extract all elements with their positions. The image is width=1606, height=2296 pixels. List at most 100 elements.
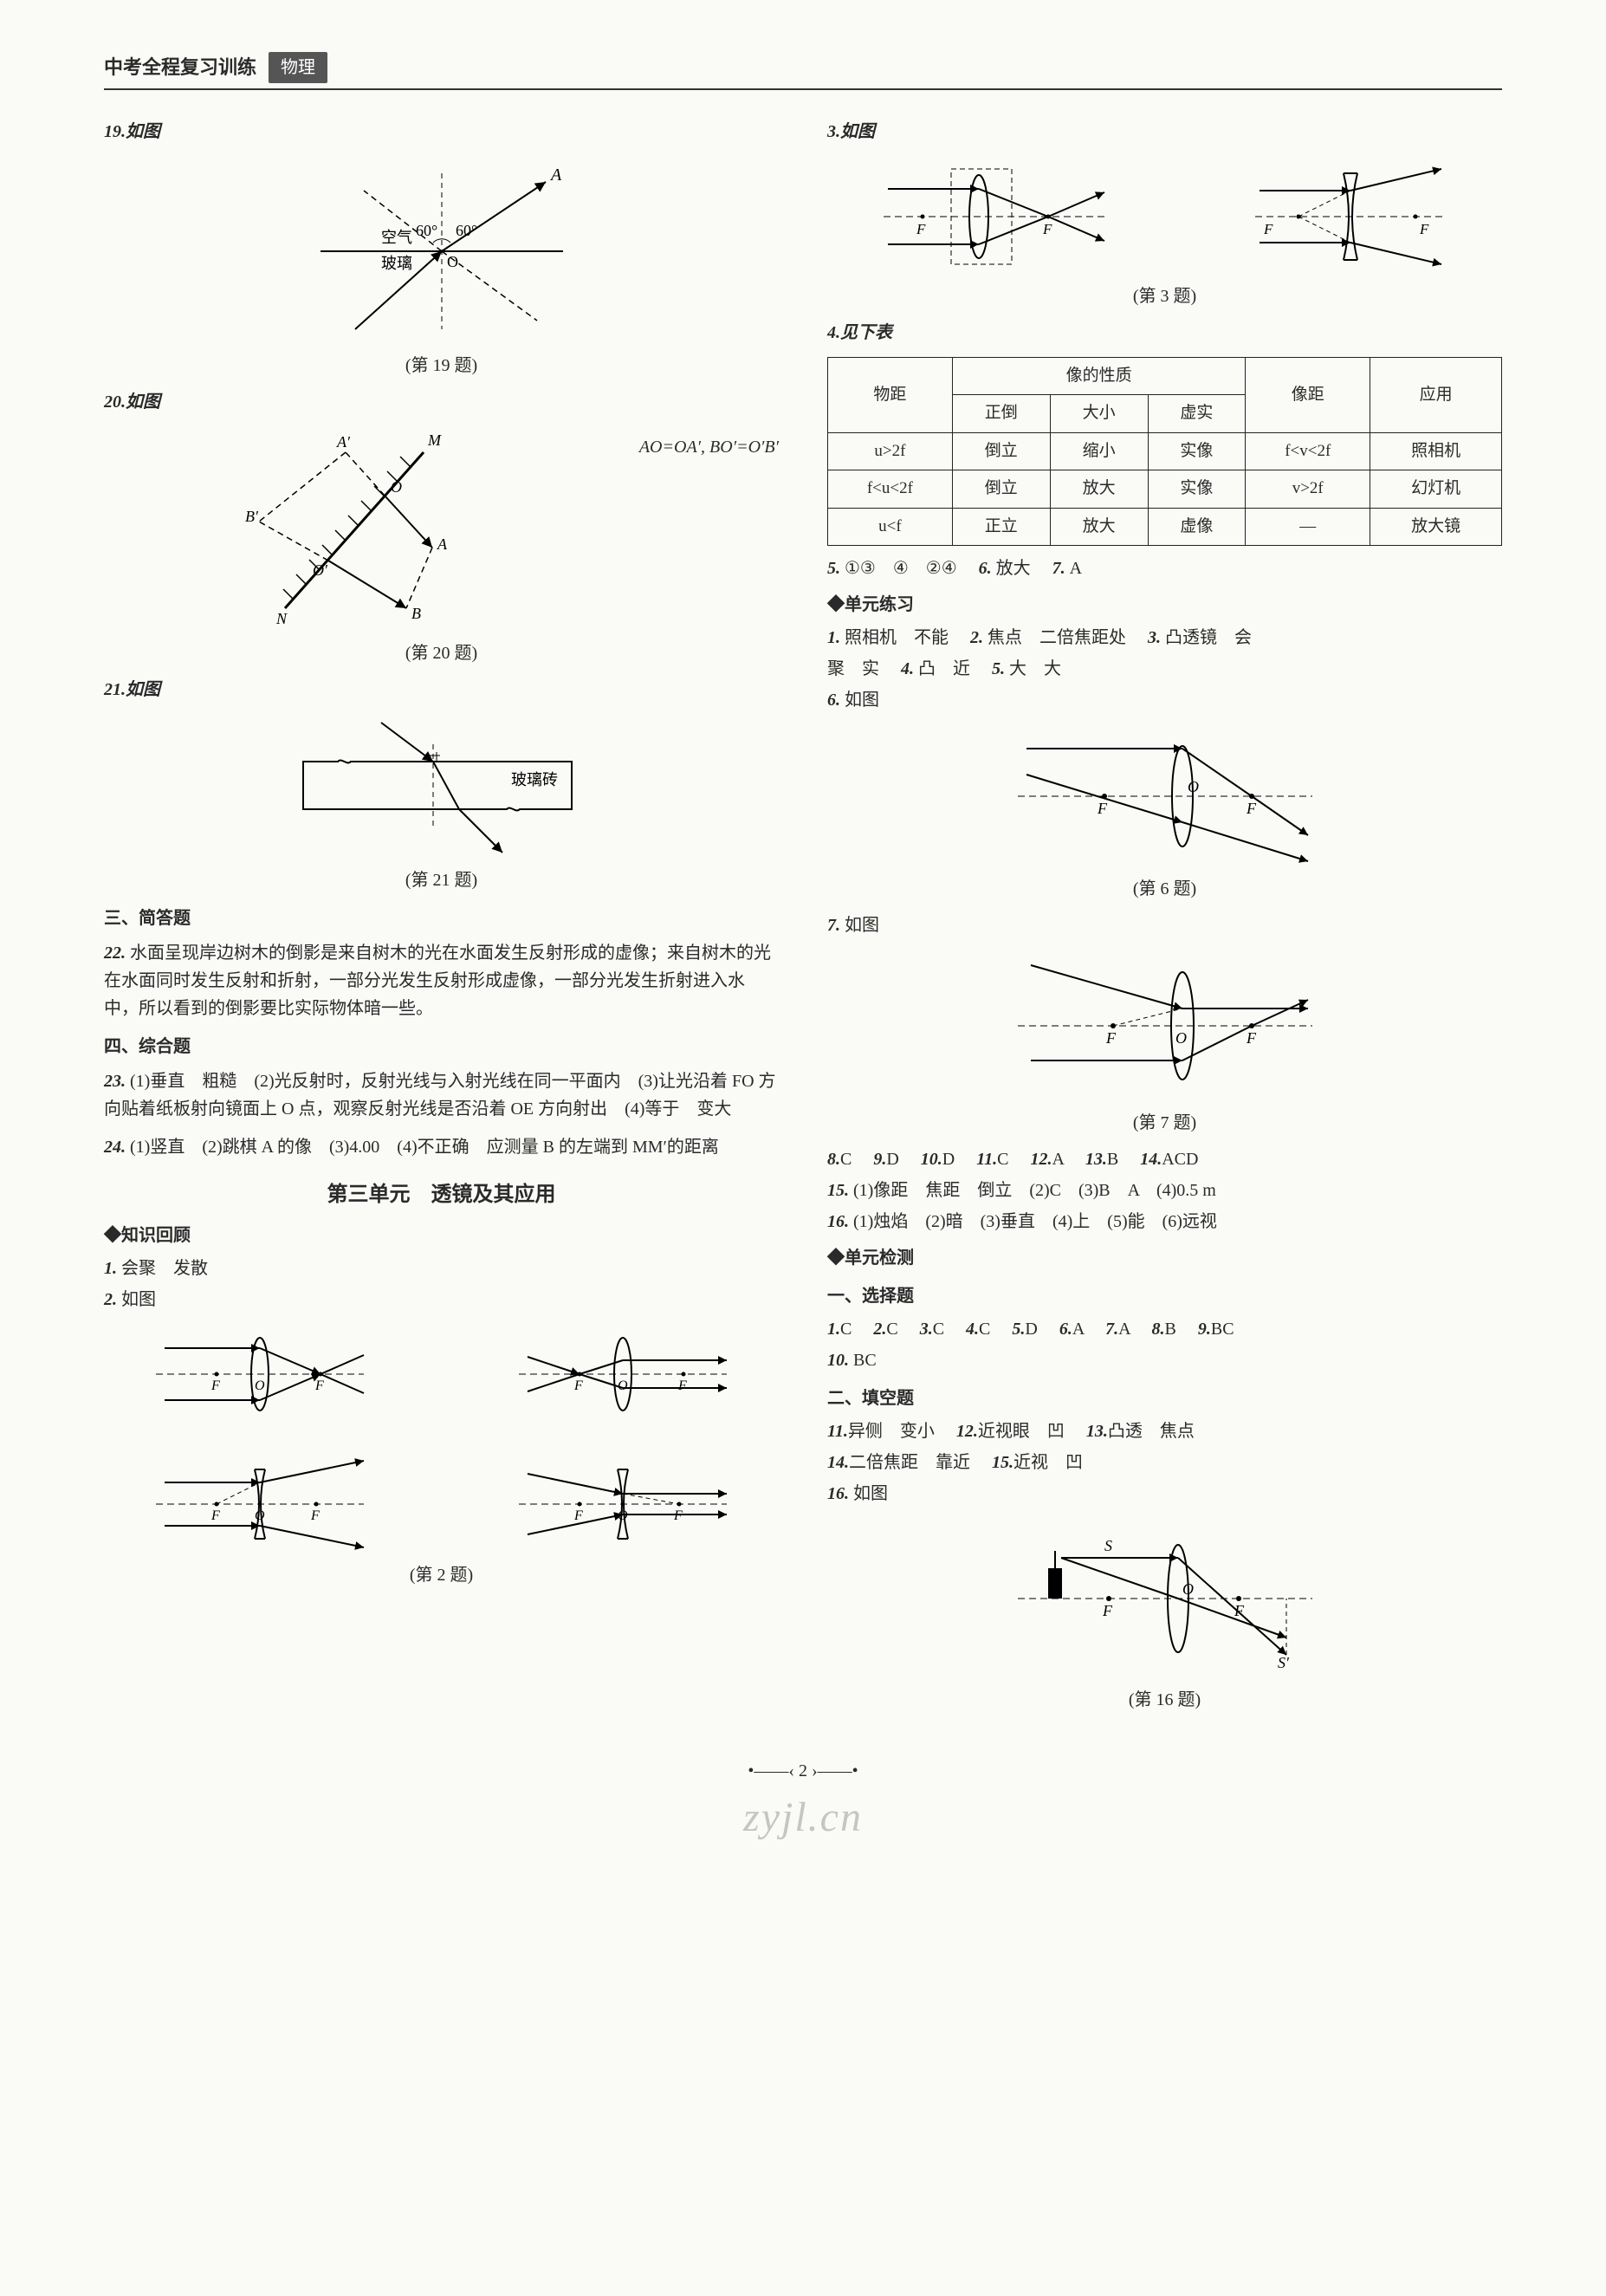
table-row: f<u<2f 倒立 放大 实像 v>2f 幻灯机: [828, 470, 1502, 508]
page-footer: •——‹ 2 ›——• zyjl.cn: [104, 1757, 1502, 1852]
practice-15: 15. (1)像距 焦距 倒立 (2)C (3)B A (4)0.5 m: [827, 1177, 1502, 1204]
practice-6: 6. 如图: [827, 686, 1502, 714]
svg-text:O: O: [618, 1378, 628, 1393]
svg-text:O: O: [255, 1508, 265, 1523]
figure-20: M N A A′ B B′ O O′ AO=OA′, BO′=O′B′ (第 2…: [104, 426, 779, 667]
problem-3: 3.如图: [827, 118, 1502, 146]
figure-21: 玻璃砖 (第 21 题): [104, 714, 779, 894]
svg-text:F: F: [1097, 800, 1108, 817]
practice-16: 16. (1)烛焰 (2)暗 (3)垂直 (4)上 (5)能 (6)远视: [827, 1208, 1502, 1236]
problem-24-label: 24.: [104, 1138, 126, 1157]
practice-line-1: 1. 照相机 不能 2. 焦点 二倍焦距处 3. 凸透镜 会: [827, 624, 1502, 652]
problem-3-label: 3.如图: [827, 122, 875, 141]
problem-21-label: 21.如图: [104, 680, 160, 699]
problem-20-note: AO=OA′, BO′=O′B′: [639, 426, 779, 461]
figure-20-caption: (第 20 题): [104, 639, 779, 667]
svg-text:玻璃砖: 玻璃砖: [511, 771, 558, 788]
left-column: 19.如图 60° 60° 空气 玻璃 O A (第 19 题): [104, 111, 779, 1722]
table-row: u<f 正立 放大 虚像 — 放大镜: [828, 508, 1502, 545]
figure-2b-svg: F O F: [510, 1322, 735, 1426]
section-4-heading: 四、综合题: [104, 1033, 779, 1060]
svg-text:F: F: [573, 1378, 583, 1393]
svg-text:O: O: [255, 1378, 265, 1393]
problem-20: 20.如图: [104, 388, 779, 416]
figure-2-caption: (第 2 题): [104, 1561, 779, 1589]
problem-20-label: 20.如图: [104, 392, 160, 412]
problem-23-text: (1)垂直 粗糙 (2)光反射时，反射光线与入射光线在同一平面内 (3)让光沿着…: [104, 1072, 776, 1119]
label-glass: 玻璃: [381, 255, 412, 272]
svg-text:S′: S′: [1278, 1654, 1290, 1671]
watermark: zyjl.cn: [104, 1785, 1502, 1852]
svg-text:F: F: [310, 1508, 320, 1523]
svg-text:A′: A′: [336, 433, 351, 451]
knowledge-2: 2. 如图: [104, 1286, 779, 1313]
figure-3-caption: (第 3 题): [827, 282, 1502, 310]
th-upright: 正倒: [952, 395, 1050, 432]
unit-3-title: 第三单元 透镜及其应用: [104, 1178, 779, 1211]
problem-4: 4.见下表: [827, 319, 1502, 347]
figure-19: 60° 60° 空气 玻璃 O A (第 19 题): [104, 156, 779, 379]
table-row: u>2f 倒立 缩小 实像 f<v<2f 照相机: [828, 432, 1502, 470]
label-O: O: [447, 253, 458, 270]
answers-5-7: 5. ①③ ④ ②④ 6. 放大 7. A: [827, 555, 1502, 582]
problem-21: 21.如图: [104, 676, 779, 704]
svg-text:F: F: [1234, 1602, 1245, 1619]
svg-text:F: F: [1102, 1602, 1113, 1619]
problem-19-label: 19.如图: [104, 122, 160, 141]
svg-text:F: F: [1246, 800, 1257, 817]
problem-19: 19.如图: [104, 118, 779, 146]
problem-22-text: 水面呈现岸边树木的倒影是来自树木的光在水面发生反射形成的虚像；来自树木的光在水面…: [104, 944, 771, 1018]
figure-7-caption: (第 7 题): [827, 1109, 1502, 1137]
svg-text:F: F: [1263, 221, 1273, 237]
svg-text:F: F: [916, 221, 926, 237]
svg-text:F: F: [1042, 221, 1052, 237]
section-3-heading: 三、简答题: [104, 905, 779, 932]
test-sec2-heading: 二、填空题: [827, 1385, 1502, 1412]
test-fill-line2: 14.二倍焦距 靠近 15.近视 凹: [827, 1449, 1502, 1476]
book-title: 中考全程复习训练: [104, 52, 256, 82]
problem-22-label: 22.: [104, 944, 126, 963]
angle-60-2: 60°: [456, 222, 477, 239]
practice-line-2: 聚 实 4. 凸 近 5. 大 大: [827, 655, 1502, 683]
test-16: 16. 如图: [827, 1480, 1502, 1508]
unit-practice-heading: ◆单元练习: [827, 591, 1502, 619]
svg-text:F: F: [210, 1508, 220, 1523]
angle-60-1: 60°: [416, 222, 437, 239]
figure-21-svg: 玻璃砖: [286, 714, 598, 861]
svg-text:B′: B′: [245, 508, 259, 525]
figure-16: S F O F S′ (第 16 题): [827, 1516, 1502, 1714]
svg-text:F: F: [1246, 1029, 1257, 1047]
svg-text:O: O: [1182, 1580, 1194, 1598]
figure-6-svg: F O F: [1009, 723, 1321, 870]
problem-24-text: (1)竖直 (2)跳棋 A 的像 (3)4.00 (4)不正确 应测量 B 的左…: [130, 1138, 719, 1157]
figure-16-caption: (第 16 题): [827, 1686, 1502, 1714]
problem-23-label: 23.: [104, 1072, 126, 1091]
figure-21-caption: (第 21 题): [104, 866, 779, 894]
svg-text:O: O: [391, 478, 402, 496]
figure-2c-svg: F O F: [147, 1452, 372, 1556]
label-A: A: [549, 165, 562, 185]
svg-text:F: F: [1105, 1029, 1117, 1047]
test-mc-line1: 1.C 2.C 3.C 4.C 5.D 6.A 7.A 8.B 9.BC: [827, 1315, 1502, 1343]
th-object-dist: 物距: [828, 358, 953, 433]
figure-2d-svg: F O F: [510, 1452, 735, 1556]
svg-text:F: F: [314, 1378, 324, 1393]
practice-8-14: 8.C 9.D 10.D 11.C 12.A 13.B 14.ACD: [827, 1145, 1502, 1173]
th-realvirtual: 虚实: [1148, 395, 1246, 432]
problem-22: 22. 水面呈现岸边树木的倒影是来自树木的光在水面发生反射形成的虚像；来自树木的…: [104, 939, 779, 1022]
knowledge-review-heading: ◆知识回顾: [104, 1222, 779, 1249]
unit-test-heading: ◆单元检测: [827, 1244, 1502, 1272]
figure-3b-svg: F F: [1247, 156, 1454, 277]
th-image-props: 像的性质: [952, 358, 1246, 395]
problem-23: 23. (1)垂直 粗糙 (2)光反射时，反射光线与入射光线在同一平面内 (3)…: [104, 1067, 779, 1123]
svg-text:S: S: [1104, 1537, 1112, 1554]
figure-7-svg: F O F: [1009, 948, 1321, 1104]
th-application: 应用: [1370, 358, 1502, 433]
svg-text:M: M: [427, 431, 442, 449]
svg-text:F: F: [210, 1378, 220, 1393]
problem-4-label: 4.见下表: [827, 323, 892, 342]
lens-table: 物距 像的性质 像距 应用 正倒 大小 虚实 u>2f 倒立 缩小 实像 f<v…: [827, 357, 1502, 546]
figure-20-svg: M N A A′ B B′ O O′: [233, 426, 493, 634]
svg-text:F: F: [673, 1508, 683, 1523]
figure-19-svg: 60° 60° 空气 玻璃 O A: [286, 156, 598, 347]
